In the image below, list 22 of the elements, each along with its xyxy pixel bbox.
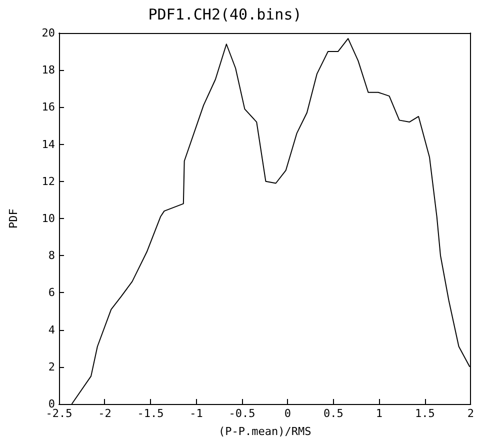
y-tick-label: 2 [48, 360, 55, 374]
x-tick-label: 0 [284, 407, 292, 420]
x-tick-label: 1 [376, 407, 383, 420]
y-tick-label: 4 [48, 323, 56, 336]
x-tick-label: -1 [190, 407, 203, 420]
x-tick-label: -1.5 [137, 407, 164, 420]
x-tick-label: -2 [98, 407, 112, 420]
y-tick-label: 8 [48, 249, 55, 262]
y-tick-label: 10 [42, 212, 55, 225]
chart-title: PDF1.CH2(40.bins) [148, 6, 302, 24]
y-tick-label: 18 [42, 64, 55, 77]
y-tick-label: 14 [42, 138, 56, 151]
x-tick-label: 1.5 [415, 407, 435, 420]
x-tick-label: -0.5 [228, 407, 256, 420]
y-tick-label: 12 [42, 174, 55, 188]
x-axis-title: (P-P.mean)/RMS [218, 425, 312, 438]
y-axis-title: PDF [7, 208, 20, 228]
x-tick-label: 0.5 [324, 407, 344, 420]
x-tick-label: 2 [467, 407, 474, 420]
y-tick-label: 16 [42, 100, 55, 114]
y-tick-label: 20 [42, 26, 55, 40]
y-tick-label: 6 [48, 286, 55, 300]
